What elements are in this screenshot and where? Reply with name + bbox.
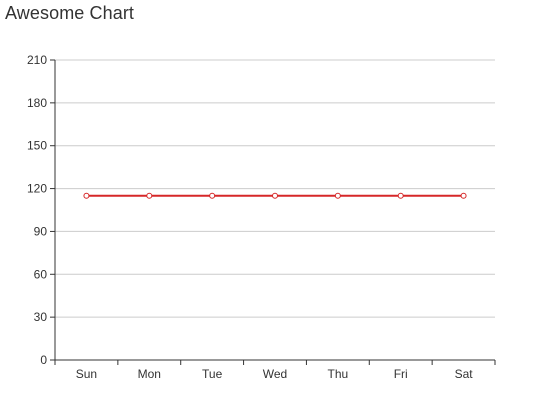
data-point: [209, 192, 216, 199]
x-tick-label: Wed: [263, 367, 287, 381]
x-tick-label: Tue: [202, 367, 223, 381]
x-axis-tick-labels: Sun Mon Tue Wed Thu Fri Sat: [76, 367, 473, 381]
data-point: [83, 192, 90, 199]
y-tick-label: 210: [27, 53, 47, 67]
y-tick-label: 120: [27, 182, 47, 196]
gridlines: [55, 59, 495, 318]
y-tick-label: 180: [27, 96, 47, 110]
x-tick-label: Fri: [394, 367, 408, 381]
x-tick-label: Mon: [138, 367, 161, 381]
data-point: [334, 192, 341, 199]
series-layer: [83, 192, 467, 199]
y-tick-label: 150: [27, 139, 47, 153]
x-tick-label: Thu: [328, 367, 349, 381]
data-point: [460, 192, 467, 199]
chart-title: Awesome Chart: [5, 3, 135, 23]
y-axis-tick-labels: 0 30 60 90 120 150 180 210: [27, 53, 47, 367]
x-tick-label: Sun: [76, 367, 97, 381]
y-tick-label: 30: [34, 310, 48, 324]
y-tick-label: 90: [34, 224, 48, 238]
y-tick-label: 60: [34, 267, 48, 281]
x-tick-label: Sat: [455, 367, 474, 381]
data-point: [146, 192, 153, 199]
y-tick-label: 0: [40, 353, 47, 367]
data-point: [272, 192, 278, 199]
axes: [50, 59, 496, 365]
data-point: [397, 192, 404, 199]
